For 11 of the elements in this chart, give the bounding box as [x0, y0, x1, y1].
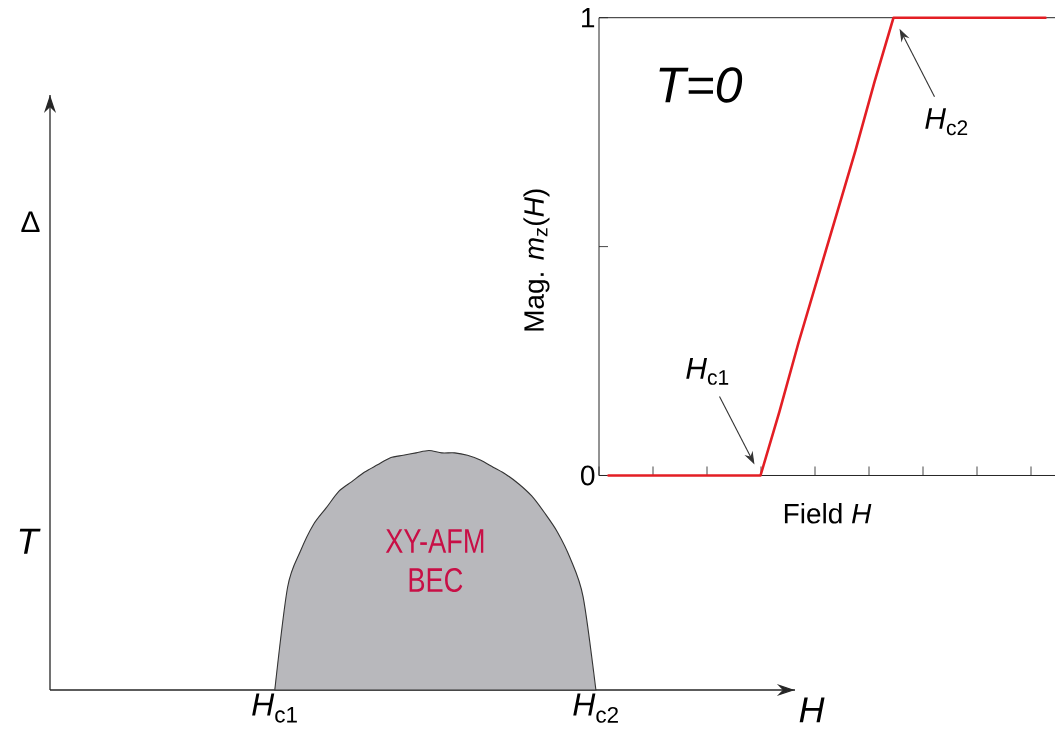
- annotation: T=0: [659, 67, 743, 103]
- y-axis-title: T: [19, 528, 41, 554]
- x-axis-title: Field H: [784, 503, 872, 524]
- annotation: H$_{c1}$: [686, 358, 729, 385]
- annotation: XY-AFM BEC: [385, 529, 484, 593]
- x-axis-title: H: [799, 697, 825, 723]
- y-axis-title: Mag. m$_{z}$(H): [523, 189, 550, 331]
- y-tick-label: 1: [582, 8, 595, 28]
- annotation: H$_{c2}$: [925, 108, 968, 136]
- y-tick-label: 0: [581, 465, 595, 486]
- text: Δ: [21, 211, 40, 233]
